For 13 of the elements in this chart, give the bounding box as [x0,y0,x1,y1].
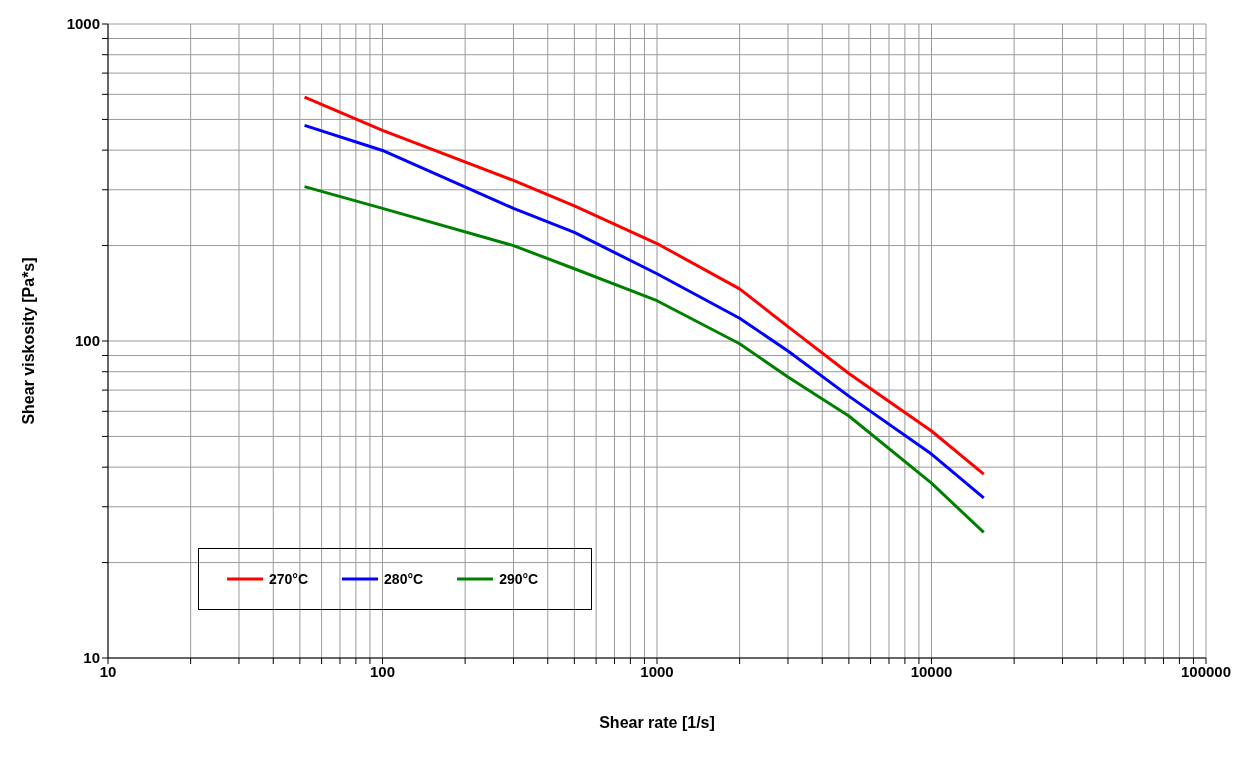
x-tick-label: 1000 [640,662,674,680]
x-tick-label: 10000 [910,662,953,680]
legend-label: 280°C [383,571,424,587]
y-tick-label: 100 [74,332,100,350]
x-tick-label: 100000 [1180,662,1232,680]
legend-label: 290°C [498,571,539,587]
legend-label: 270°C [268,571,309,587]
y-tick-label: 1000 [66,15,100,33]
x-axis-title: Shear rate [1/s] [599,714,715,731]
y-tick-label: 10 [83,649,100,667]
x-tick-label: 10 [99,662,117,680]
y-axis-title: Shear viskosity [Pa*s] [19,257,37,425]
x-tick-label: 100 [369,662,396,680]
